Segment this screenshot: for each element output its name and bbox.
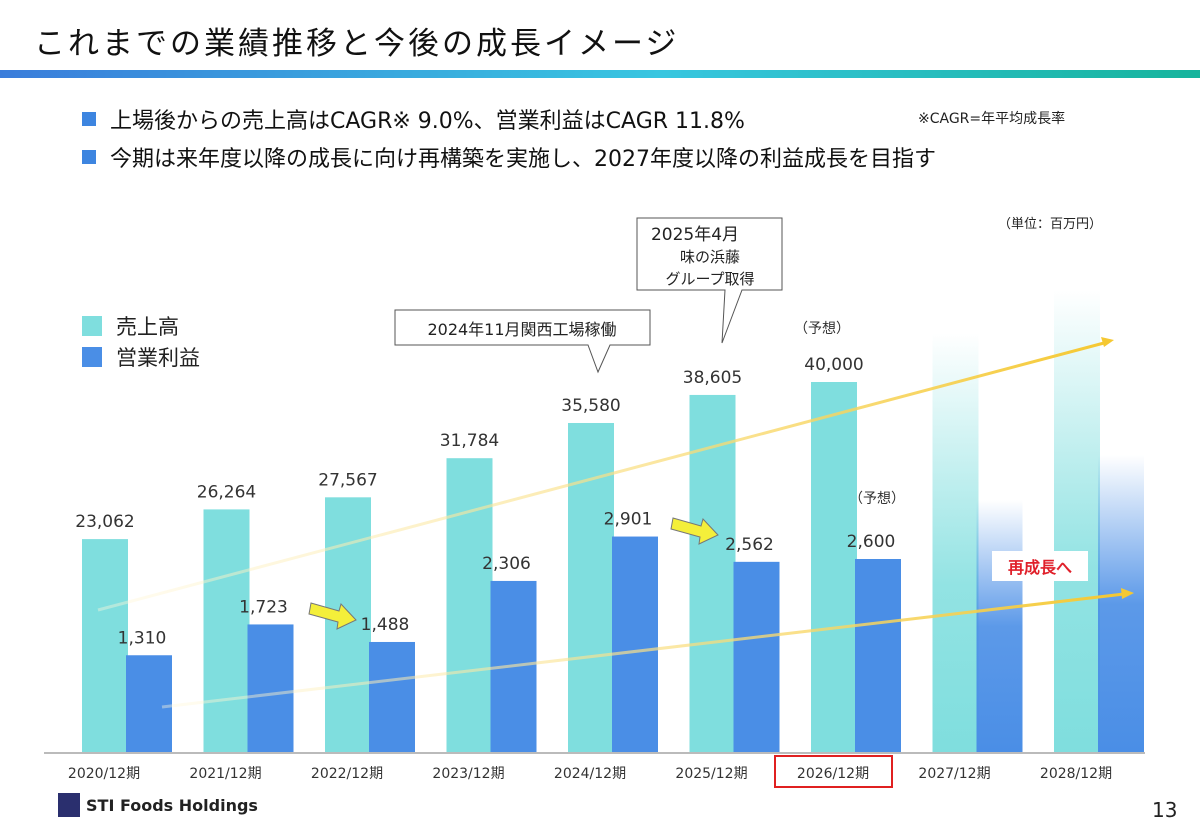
label-revenue: 23,062 — [75, 512, 134, 532]
bullet-text: 上場後からの売上高はCAGR※ 9.0%、営業利益はCAGR 11.8% — [110, 109, 745, 134]
label-profit: 2,901 — [604, 510, 653, 530]
bar-revenue-2023/12期 — [446, 458, 493, 753]
x-tick-label: 2020/12期 — [68, 766, 140, 782]
cagr-note: ※CAGR=年平均成長率 — [918, 111, 1066, 127]
bar-revenue-2026/12期 — [811, 382, 857, 753]
bar-profit-2020/12期 — [126, 655, 172, 753]
label-revenue: 31,784 — [440, 431, 499, 451]
bullet-square-icon — [82, 112, 96, 126]
bar-profit-2021/12期 — [247, 624, 294, 753]
regrowth-label: 再成長へ — [1008, 558, 1072, 577]
label-revenue: 27,567 — [318, 470, 377, 490]
legend-revenue: 売上高 — [116, 315, 179, 339]
label-profit: 2,562 — [725, 535, 774, 555]
highlight-2026-box — [774, 755, 893, 788]
label-revenue: 40,000 — [804, 355, 863, 375]
decline-arrow-icon — [670, 517, 719, 545]
forecast-label-revenue: （予想） — [794, 321, 850, 337]
bullet-plan: 今期は来年度以降の成長に向け再構築を実施し、2027年度以降の利益成長を目指す — [82, 141, 936, 173]
x-tick-label: 2021/12期 — [189, 766, 261, 782]
bar-profit-2025/12期 — [733, 561, 780, 753]
callout-acquisition — [636, 217, 783, 344]
x-tick-label: 2024/12期 — [554, 766, 626, 782]
label-revenue: 35,580 — [561, 396, 620, 416]
profit-trend-arrow — [161, 592, 1125, 709]
label-revenue: 26,264 — [197, 482, 256, 502]
bar-revenue-2025/12期 — [689, 394, 736, 753]
legend-swatch-revenue — [82, 316, 102, 336]
label-profit: 1,310 — [118, 628, 167, 648]
callout-acq-line1: 2025年4月 — [651, 225, 739, 245]
callout-kansai — [394, 309, 651, 374]
x-tick-label: 2022/12期 — [311, 766, 383, 782]
bar-profit-2022/12期 — [369, 641, 415, 753]
bar-profit-future-2028/12期 — [1098, 455, 1144, 753]
bullet-cagr: 上場後からの売上高はCAGR※ 9.0%、営業利益はCAGR 11.8% — [82, 103, 745, 135]
bar-profit-2026/12期 — [855, 559, 901, 753]
page-title: これまでの業績推移と今後の成長イメージ — [34, 26, 680, 62]
callout-kansai-text: 2024年11月関西工場稼働 — [427, 320, 616, 339]
revenue-trend-arrow — [97, 341, 1105, 612]
decline-arrow-icon — [308, 602, 357, 630]
label-profit: 1,723 — [239, 597, 288, 617]
callout-acq-line3: グループ取得 — [665, 270, 754, 288]
company-name: STI Foods Holdings — [86, 795, 258, 815]
bar-revenue-2020/12期 — [82, 539, 128, 753]
label-profit: 2,306 — [482, 554, 531, 574]
regrowth-label-bg — [992, 551, 1088, 581]
x-tick-label: 2026/12期 — [797, 766, 869, 782]
page-number: 13 — [1152, 798, 1178, 822]
bar-revenue-future-2028/12期 — [1054, 290, 1100, 753]
forecast-label-profit: （予想） — [849, 491, 905, 507]
header-gradient-rule — [0, 70, 1200, 78]
profit-trend-arrowhead — [1121, 588, 1134, 599]
callout-acq-line2: 味の浜藤 — [680, 248, 740, 266]
bar-revenue-2024/12期 — [568, 422, 614, 753]
label-profit: 2,600 — [847, 532, 896, 552]
label-revenue: 38,605 — [683, 368, 742, 388]
bullet-text: 今期は来年度以降の成長に向け再構築を実施し、2027年度以降の利益成長を目指す — [110, 147, 936, 172]
company-logo: STI Foods Holdings — [58, 793, 258, 817]
x-tick-label: 2025/12期 — [675, 766, 747, 782]
bullet-square-icon — [82, 150, 96, 164]
bar-profit-future-2027/12期 — [976, 500, 1023, 753]
legend-swatch-profit — [82, 347, 102, 367]
x-tick-label: 2027/12期 — [918, 766, 990, 782]
revenue-trend-arrowhead — [1101, 337, 1114, 347]
label-profit: 1,488 — [361, 615, 410, 635]
x-tick-label: 2028/12期 — [1040, 766, 1112, 782]
bar-revenue-2021/12期 — [203, 509, 250, 753]
legend-profit: 営業利益 — [116, 346, 200, 370]
bar-profit-2024/12期 — [612, 536, 658, 753]
x-tick-label: 2023/12期 — [432, 766, 504, 782]
bar-revenue-future-2027/12期 — [932, 333, 979, 753]
unit-label: （単位：百万円） — [998, 217, 1103, 232]
logo-mark-icon — [58, 793, 80, 817]
